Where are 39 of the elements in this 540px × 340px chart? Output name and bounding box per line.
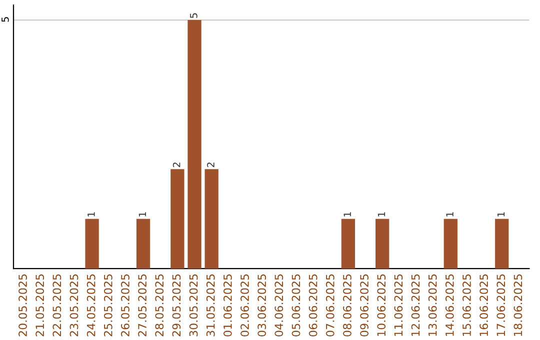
x-tick-label: 05.06.2025 (292, 274, 300, 336)
x-tick-label: 29.05.2025 (172, 274, 181, 336)
x-tick-label: 04.06.2025 (274, 274, 284, 336)
x-tick-label: 24.05.2025 (86, 274, 96, 336)
data-label: 5 (190, 13, 198, 18)
x-tick-label: 31.05.2025 (206, 274, 215, 336)
x-tick-label: 20.05.2025 (18, 274, 27, 336)
data-label: 1 (446, 212, 454, 216)
data-label: 2 (172, 162, 180, 168)
x-tick-label: 12.06.2025 (411, 274, 420, 336)
x-tick-label: 22.05.2025 (52, 274, 62, 336)
x-tick-label: 02.06.2025 (240, 274, 249, 336)
x-tick-label: 15.06.2025 (462, 274, 471, 336)
data-label: 1 (344, 212, 351, 216)
x-tick-label: 10.06.2025 (377, 274, 386, 336)
x-tick-label: 01.06.2025 (223, 274, 232, 336)
x-tick-label: 21.05.2025 (36, 274, 44, 336)
x-tick-label: 07.06.2025 (326, 274, 334, 336)
x-tick-label: 06.06.2025 (308, 274, 318, 336)
x-tick-label: 08.06.2025 (343, 274, 352, 336)
x-tick-label: 26.05.2025 (121, 274, 130, 336)
data-label: 1 (378, 212, 386, 216)
data-label: 1 (88, 212, 95, 216)
x-tick-label: 30.05.2025 (189, 274, 198, 336)
x-tick-label: 27.05.2025 (138, 274, 147, 336)
x-tick-label: 28.05.2025 (155, 274, 164, 336)
x-tick-label: 03.06.2025 (258, 274, 266, 336)
x-tick-label: 17.06.2025 (496, 274, 506, 336)
data-label: 2 (207, 162, 214, 168)
x-tick-label: 14.06.2025 (445, 274, 454, 336)
x-tick-label: 09.06.2025 (360, 274, 368, 336)
x-tick-label: 23.05.2025 (70, 274, 78, 336)
x-tick-label: 25.05.2025 (104, 274, 112, 336)
data-label: 1 (497, 212, 505, 216)
x-tick-label: 18.06.2025 (514, 274, 522, 336)
x-tick-label: 11.06.2025 (394, 274, 403, 336)
data-label: 1 (138, 212, 146, 216)
x-tick-label: 13.06.2025 (428, 274, 437, 336)
x-tick-label: 16.06.2025 (480, 274, 488, 336)
